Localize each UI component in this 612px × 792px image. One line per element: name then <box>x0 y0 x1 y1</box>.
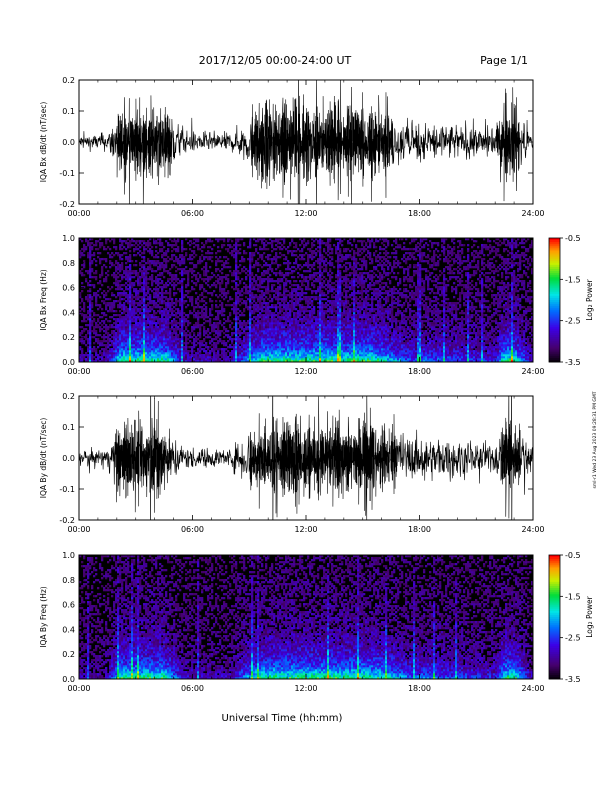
colorbar-tick-label: -0.5 <box>565 234 581 243</box>
y-tick-label: 1.0 <box>62 551 75 560</box>
y-axis-label: IQA Bx Freq (Hz) <box>39 269 48 331</box>
dbdt-trace <box>79 396 533 520</box>
y-tick-label: 0.4 <box>62 308 75 317</box>
y-tick-label: 1.0 <box>62 234 75 243</box>
y-tick-label: 0.2 <box>62 392 75 401</box>
x-tick-label: 18:00 <box>408 209 431 218</box>
x-tick-label: 12:00 <box>294 525 317 534</box>
x-tick-label: 00:00 <box>67 684 90 693</box>
y-axis-label: IQA Bx dB/dt (nT/sec) <box>39 102 48 183</box>
dbdt-trace <box>79 80 533 204</box>
panel-2: -0.5 -1.5 -2.5 -3.5 Log₂ Power 00:00 06:00 12:0… <box>39 234 594 376</box>
page-indicator: Page 1/1 <box>480 54 528 67</box>
colorbar-tick-label: -3.5 <box>565 675 581 684</box>
panels: 00:00 06:00 12:00 18:00 24:00 -0.2 -0.1 0.0 0.1 0… <box>39 76 594 693</box>
spectrogram-cells <box>79 238 533 362</box>
colorbar-tick-label: -1.5 <box>565 592 581 601</box>
panel-4: -0.5 -1.5 -2.5 -3.5 Log₂ Power 00:00 06:00 12:0… <box>39 551 594 693</box>
y-tick-label: 0.2 <box>62 650 75 659</box>
x-tick-label: 06:00 <box>181 209 204 218</box>
x-tick-label: 24:00 <box>521 525 544 534</box>
x-tick-label: 00:00 <box>67 367 90 376</box>
y-tick-label: 0.0 <box>62 454 75 463</box>
colorbar-tick-label: -2.5 <box>565 317 581 326</box>
y-tick-label: -0.2 <box>59 200 75 209</box>
x-tick-label: 00:00 <box>67 209 90 218</box>
y-tick-label: -0.1 <box>59 485 75 494</box>
y-tick-label: -0.2 <box>59 516 75 525</box>
x-tick-label: 06:00 <box>181 684 204 693</box>
x-tick-label: 00:00 <box>67 525 90 534</box>
x-tick-label: 06:00 <box>181 367 204 376</box>
x-tick-label: 12:00 <box>294 367 317 376</box>
y-tick-label: 0.2 <box>62 76 75 85</box>
y-axis-label: IQA By Freq (Hz) <box>39 586 48 648</box>
panel-1: 00:00 06:00 12:00 18:00 24:00 -0.2 -0.1 0.0 0.1 0… <box>39 76 545 218</box>
colorbar-label: Log₂ Power <box>585 278 594 320</box>
side-note: sml-r1 Wed 23 Aug 2023 09:28:31 PM GMT <box>592 391 598 488</box>
x-tick-label: 18:00 <box>408 525 431 534</box>
y-tick-label: 0.1 <box>62 107 75 116</box>
y-tick-label: 0.8 <box>62 576 75 585</box>
x-tick-label: 12:00 <box>294 209 317 218</box>
y-axis-label: IQA By dB/dt (nT/sec) <box>39 418 48 499</box>
colorbar: -0.5 -1.5 -2.5 -3.5 Log₂ Power <box>548 234 594 367</box>
x-tick-label: 06:00 <box>181 525 204 534</box>
x-tick-label: 24:00 <box>521 209 544 218</box>
y-tick-label: 0.0 <box>62 138 75 147</box>
y-tick-label: 0.1 <box>62 423 75 432</box>
colorbar: -0.5 -1.5 -2.5 -3.5 Log₂ Power <box>548 551 594 684</box>
x-axis-title: Universal Time (hh:mm) <box>222 713 343 724</box>
spectrogram-cells <box>79 555 533 679</box>
colorbar-label: Log₂ Power <box>585 595 594 637</box>
x-tick-label: 24:00 <box>521 367 544 376</box>
y-tick-label: 0.8 <box>62 259 75 268</box>
colorbar-tick-label: -0.5 <box>565 551 581 560</box>
figure-title: 2017/12/05 00:00-24:00 UT <box>199 54 352 67</box>
y-tick-label: 0.6 <box>62 601 75 610</box>
y-tick-label: 0.2 <box>62 333 75 342</box>
x-tick-label: 24:00 <box>521 684 544 693</box>
y-tick-label: -0.1 <box>59 169 75 178</box>
x-tick-label: 18:00 <box>408 367 431 376</box>
panel-3: 00:00 06:00 12:00 18:00 24:00 -0.2 -0.1 0.0 0.1 0… <box>39 392 545 534</box>
y-tick-label: 0.0 <box>62 358 75 367</box>
y-tick-label: 0.6 <box>62 284 75 293</box>
x-tick-label: 12:00 <box>294 684 317 693</box>
colorbar-tick-label: -2.5 <box>565 634 581 643</box>
y-tick-label: 0.4 <box>62 625 75 634</box>
colorbar-tick-label: -3.5 <box>565 358 581 367</box>
y-tick-label: 0.0 <box>62 675 75 684</box>
x-tick-label: 18:00 <box>408 684 431 693</box>
colorbar-tick-label: -1.5 <box>565 275 581 284</box>
